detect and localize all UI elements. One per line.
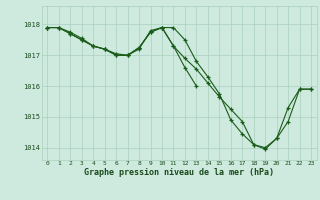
X-axis label: Graphe pression niveau de la mer (hPa): Graphe pression niveau de la mer (hPa): [84, 168, 274, 177]
